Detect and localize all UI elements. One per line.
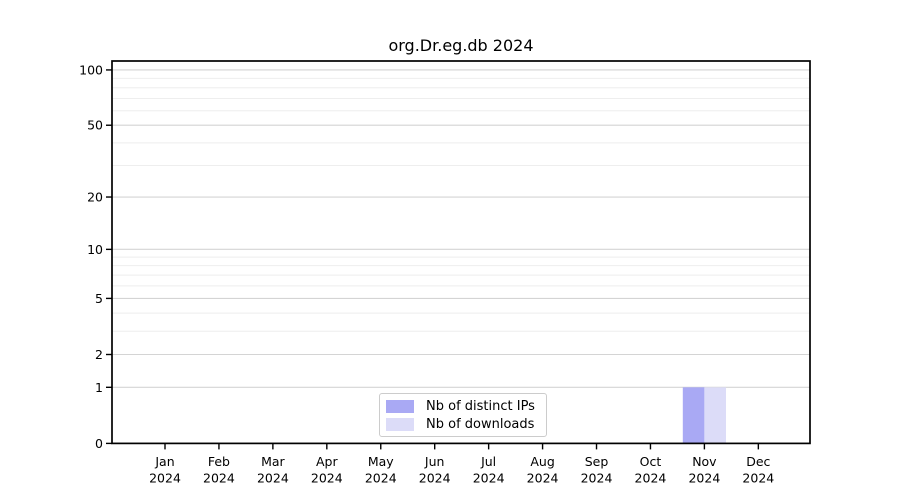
x-tick-label-month: Jul xyxy=(480,454,496,469)
legend-item-distinct-ips: Nb of distinct IPs xyxy=(386,398,540,414)
x-tick-label-month: Feb xyxy=(208,454,230,469)
x-tick-label-year: 2024 xyxy=(581,471,613,486)
y-tick-label: 1 xyxy=(95,380,103,395)
legend-label-downloads: Nb of downloads xyxy=(426,416,535,432)
x-tick-label-month: Aug xyxy=(530,454,554,469)
y-tick-label: 5 xyxy=(95,291,103,306)
legend: Nb of distinct IPs Nb of downloads xyxy=(379,393,547,437)
y-tick-label: 100 xyxy=(79,62,103,77)
x-tick-label-month: Mar xyxy=(261,454,285,469)
legend-label-distinct-ips: Nb of distinct IPs xyxy=(426,398,535,414)
x-tick-label-year: 2024 xyxy=(742,471,774,486)
x-tick-label-month: Sep xyxy=(585,454,609,469)
y-tick-label: 10 xyxy=(87,242,103,257)
y-tick-label: 0 xyxy=(95,436,103,451)
x-tick-label-month: Oct xyxy=(640,454,662,469)
x-tick-label-year: 2024 xyxy=(311,471,343,486)
x-tick-label-year: 2024 xyxy=(527,471,559,486)
chart-title: org.Dr.eg.db 2024 xyxy=(388,36,534,55)
x-tick-label-year: 2024 xyxy=(688,471,720,486)
legend-swatch-downloads-icon xyxy=(386,417,414,431)
x-tick-label-year: 2024 xyxy=(473,471,505,486)
y-tick-label: 20 xyxy=(87,190,103,205)
x-tick-label-year: 2024 xyxy=(257,471,289,486)
x-tick-label-year: 2024 xyxy=(635,471,667,486)
y-tick-label: 2 xyxy=(95,347,103,362)
legend-swatch-distinct-ips-icon xyxy=(386,399,414,413)
x-tick-label-month: Jan xyxy=(154,454,174,469)
bar-downloads xyxy=(704,387,726,444)
x-tick-label-month: Jun xyxy=(424,454,445,469)
x-tick-label-year: 2024 xyxy=(419,471,451,486)
x-tick-label-month: May xyxy=(368,454,394,469)
legend-item-downloads: Nb of downloads xyxy=(386,416,540,432)
x-tick-label-month: Apr xyxy=(316,454,338,469)
x-tick-label-year: 2024 xyxy=(365,471,397,486)
x-tick-label-year: 2024 xyxy=(149,471,181,486)
x-tick-label-year: 2024 xyxy=(203,471,235,486)
bar-distinct-ips xyxy=(682,387,705,444)
plot-frame xyxy=(111,60,811,445)
x-tick-label-month: Nov xyxy=(692,454,717,469)
y-tick-label: 50 xyxy=(87,118,103,133)
x-tick-label-month: Dec xyxy=(746,454,770,469)
